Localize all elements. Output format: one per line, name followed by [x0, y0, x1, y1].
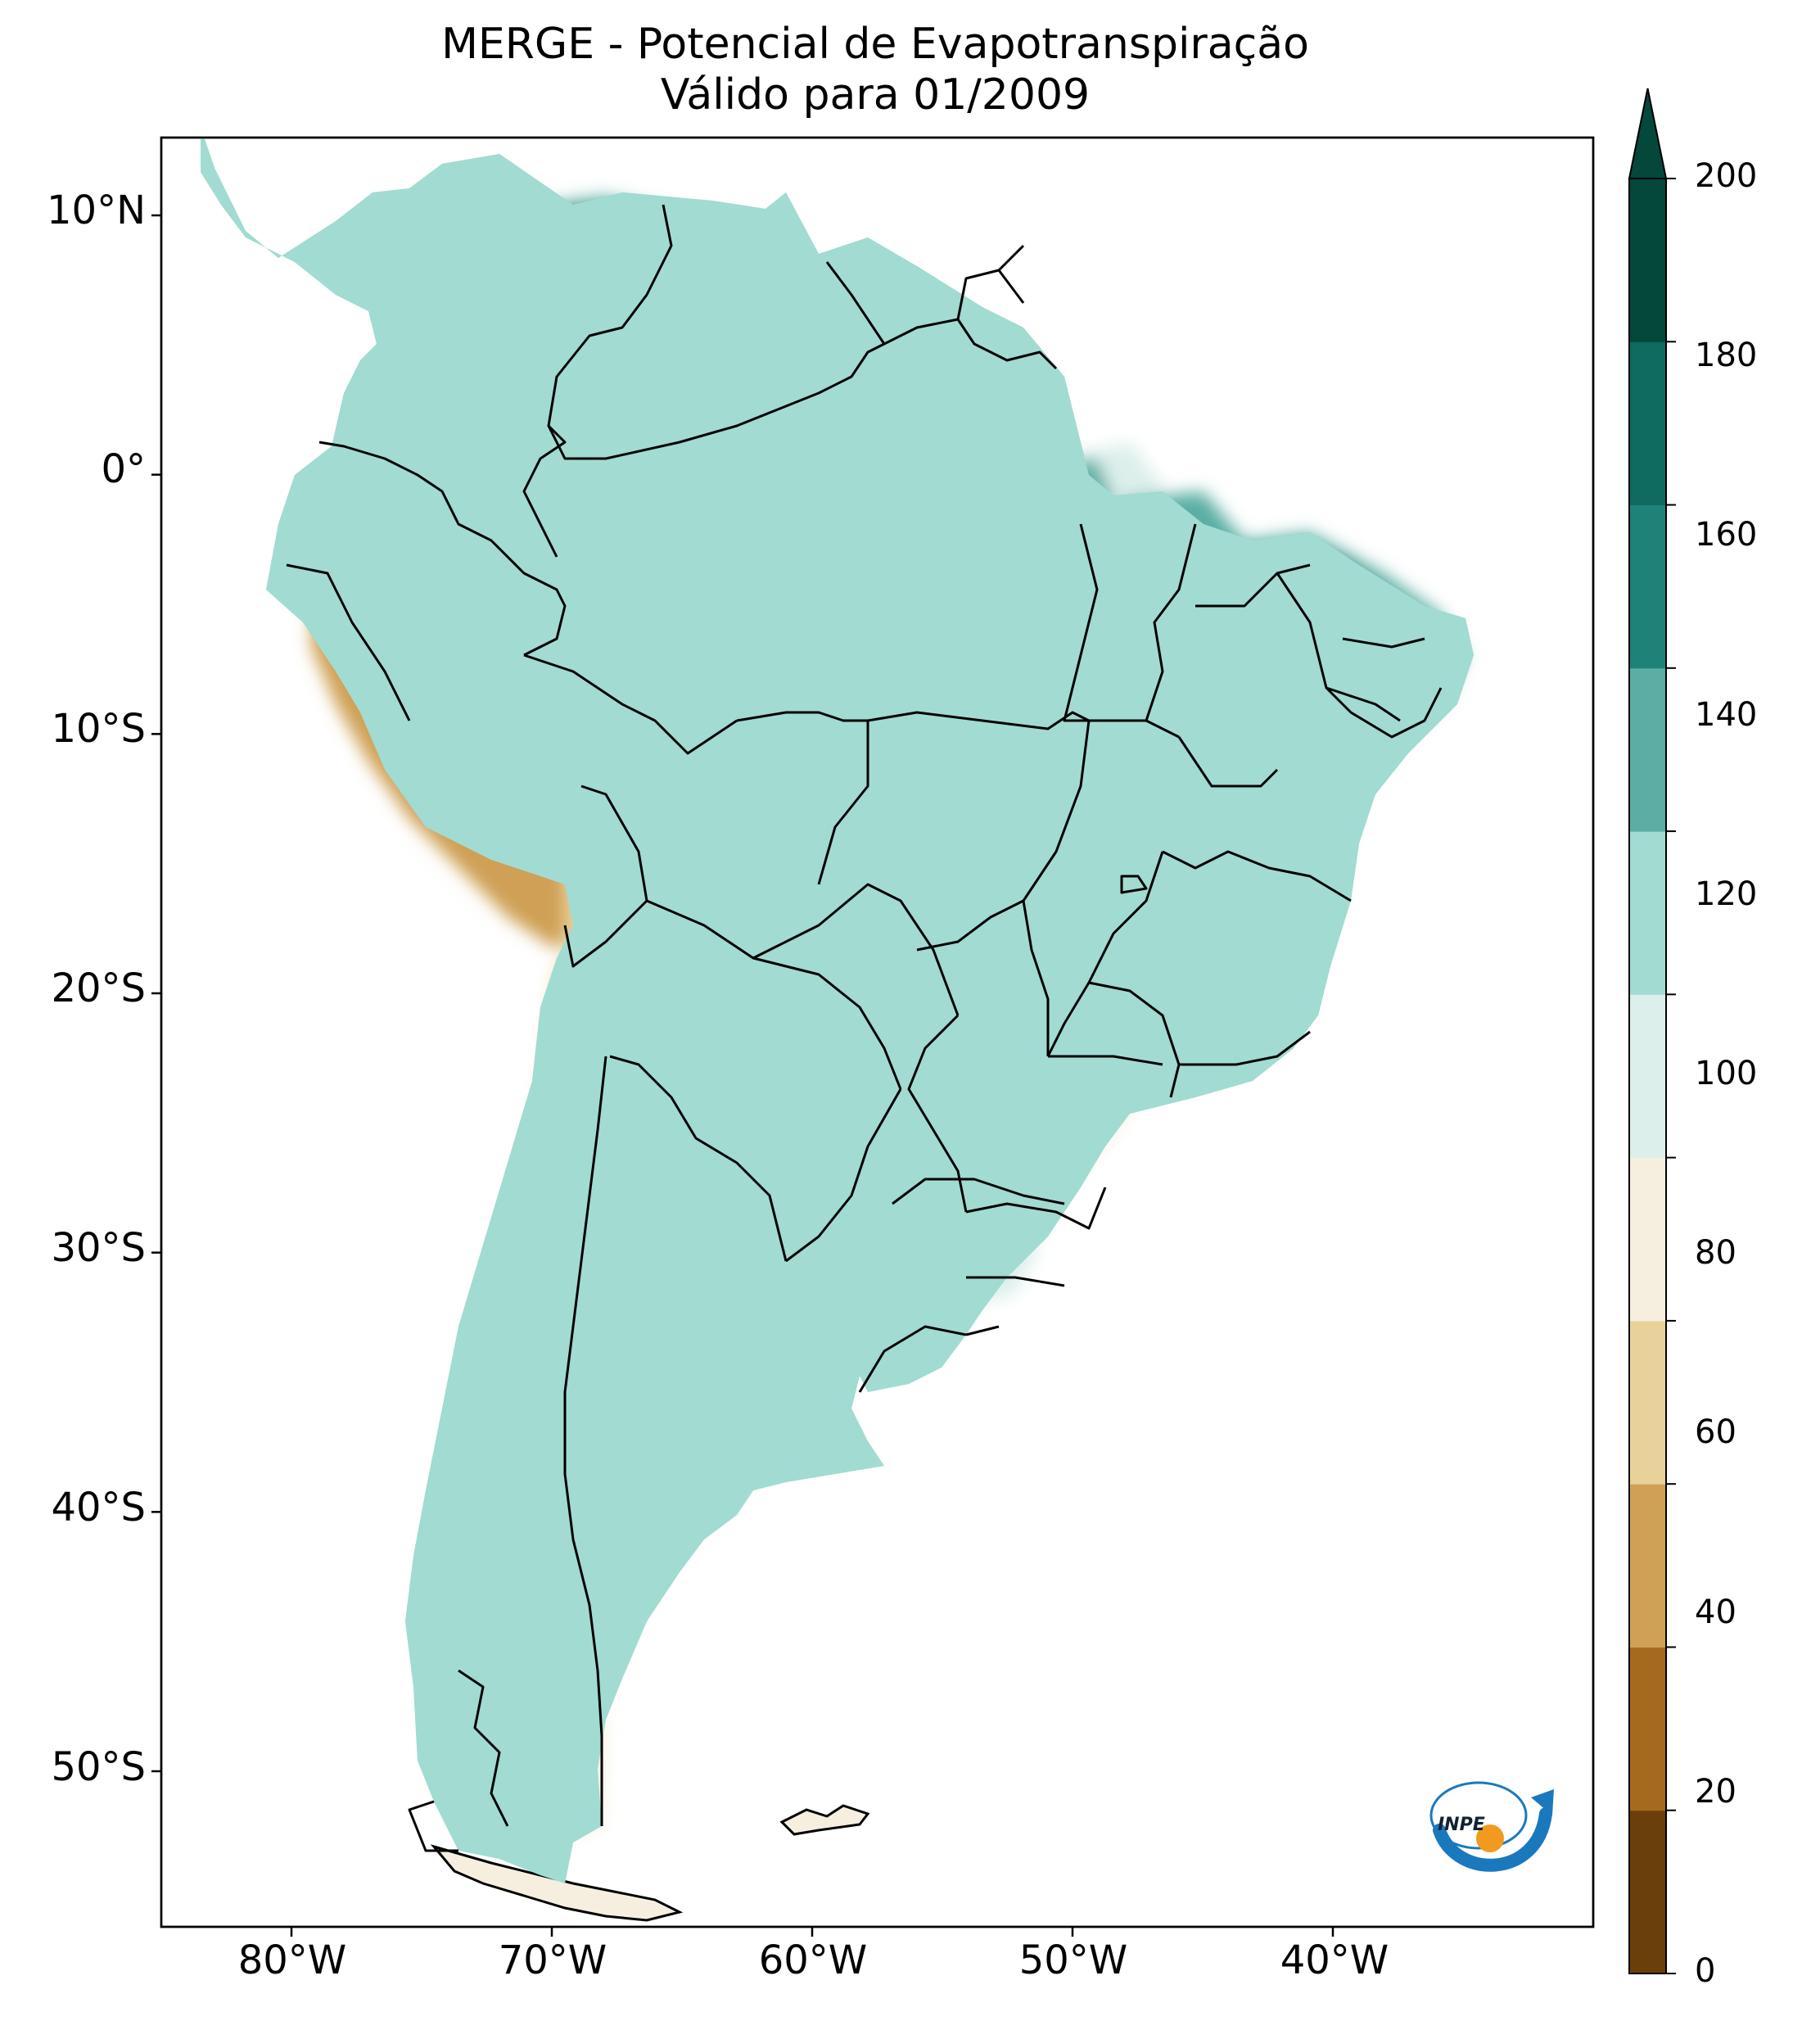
colorbar-tick-label: 100: [1695, 1055, 1758, 1092]
colorbar-tick-label: 180: [1695, 337, 1758, 374]
country-borders: [199, 138, 1475, 1885]
colorbar-tick-label: 0: [1695, 1952, 1716, 1990]
axis-ticks: [151, 214, 1335, 1937]
colorbar-band: [1629, 1157, 1666, 1322]
colorbar-tick-label: 140: [1695, 696, 1758, 734]
colorbar-band: [1629, 667, 1666, 832]
map-subtitle: Válido para 01/2009: [660, 70, 1091, 120]
colorbar-tick-label: 80: [1695, 1234, 1736, 1272]
lat-tick-label: 30°S: [51, 1225, 146, 1271]
colorbar-band: [1629, 179, 1666, 342]
lat-tick-label: 20°S: [51, 965, 146, 1011]
colorbar-extend-arrow: [1628, 88, 1668, 179]
lat-tick-label: 50°S: [51, 1744, 146, 1790]
lon-tick-label: 70°W: [498, 1937, 607, 1983]
colorbar-outline: [1628, 178, 1667, 1974]
lat-tick-label: 10°N: [47, 188, 146, 233]
colorbar-tick-label: 20: [1695, 1773, 1736, 1811]
falkland-islands: [779, 1804, 870, 1836]
continent-layer: [199, 138, 1475, 1922]
colorbar-band: [1629, 1484, 1666, 1648]
logo-text: INPE: [1438, 1815, 1485, 1835]
colorbar-tick-label: 40: [1695, 1594, 1736, 1631]
colorbar-band: [1629, 1810, 1666, 1974]
colorbar-band: [1629, 994, 1666, 1159]
colorbar: [1628, 88, 1676, 1974]
colorbar-tick-label: 200: [1695, 157, 1758, 195]
map-title: MERGE - Potencial de Evapotranspiração: [441, 20, 1309, 69]
colorbar-band: [1629, 831, 1666, 995]
colorbar-band: [1629, 1320, 1666, 1485]
lat-tick-label: 0°: [101, 446, 146, 492]
inpe-logo: INPE: [1429, 1781, 1554, 1872]
lon-tick-label: 60°W: [758, 1937, 868, 1983]
lon-tick-label: 80°W: [237, 1937, 347, 1983]
map-frame-outline: [160, 136, 1595, 1928]
colorbar-tick-label: 60: [1695, 1413, 1736, 1451]
lat-tick-label: 10°S: [51, 706, 146, 752]
lon-tick-label: 40°W: [1280, 1937, 1389, 1983]
colorbar-tick-label: 160: [1695, 516, 1758, 554]
lat-tick-label: 40°S: [51, 1485, 146, 1530]
colorbar-band: [1629, 341, 1666, 506]
colorbar-band: [1629, 504, 1666, 669]
colorbar-band: [1629, 1647, 1666, 1811]
lon-tick-label: 50°W: [1018, 1937, 1128, 1983]
colorbar-tick-label: 120: [1695, 875, 1758, 913]
